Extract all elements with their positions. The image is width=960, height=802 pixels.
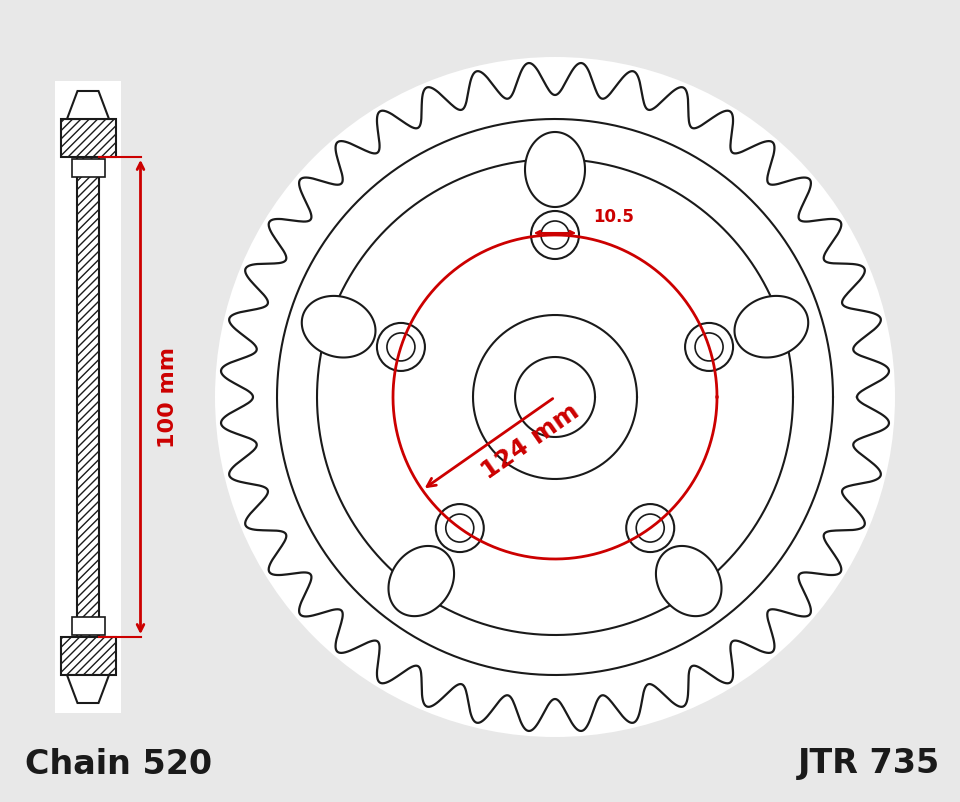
Text: 100 mm: 100 mm <box>158 346 179 448</box>
Circle shape <box>625 503 675 553</box>
Polygon shape <box>525 132 585 207</box>
Circle shape <box>684 322 734 372</box>
Circle shape <box>435 503 485 553</box>
Circle shape <box>445 514 474 542</box>
Polygon shape <box>656 546 722 616</box>
Text: 10.5: 10.5 <box>593 208 634 226</box>
Polygon shape <box>734 296 808 358</box>
Circle shape <box>695 333 723 361</box>
Bar <box>60 119 115 157</box>
Circle shape <box>530 210 580 260</box>
Text: Chain 520: Chain 520 <box>25 747 212 780</box>
Circle shape <box>376 322 426 372</box>
Polygon shape <box>67 675 109 703</box>
Circle shape <box>215 57 895 737</box>
Text: 124 mm: 124 mm <box>476 399 584 484</box>
Polygon shape <box>389 546 454 616</box>
Circle shape <box>387 333 415 361</box>
Bar <box>71 617 105 635</box>
Bar <box>60 637 115 675</box>
Bar <box>77 157 99 637</box>
Bar <box>71 159 105 177</box>
Bar <box>56 81 121 713</box>
Polygon shape <box>67 91 109 119</box>
Circle shape <box>636 514 664 542</box>
Polygon shape <box>301 296 375 358</box>
Circle shape <box>541 221 569 249</box>
Text: JTR 735: JTR 735 <box>798 747 940 780</box>
